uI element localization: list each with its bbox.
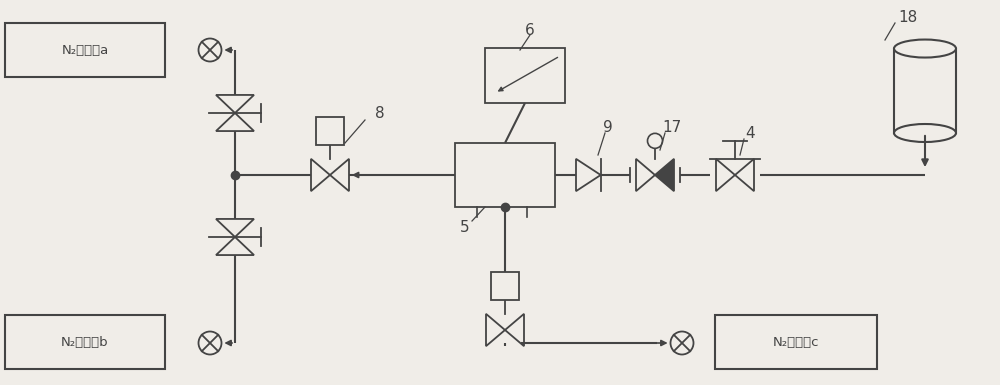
Text: N₂接入点a: N₂接入点a <box>61 44 109 57</box>
Text: 5: 5 <box>460 219 470 234</box>
Polygon shape <box>655 159 674 191</box>
FancyBboxPatch shape <box>894 49 956 133</box>
FancyBboxPatch shape <box>485 48 565 103</box>
FancyBboxPatch shape <box>316 117 344 145</box>
Text: 4: 4 <box>745 126 755 141</box>
FancyBboxPatch shape <box>5 23 165 77</box>
Text: N₂接入点c: N₂接入点c <box>773 335 819 348</box>
Ellipse shape <box>894 124 956 142</box>
FancyBboxPatch shape <box>715 315 877 369</box>
Ellipse shape <box>894 40 956 57</box>
Text: N₂接入点b: N₂接入点b <box>61 335 109 348</box>
FancyBboxPatch shape <box>5 315 165 369</box>
Text: 8: 8 <box>375 105 385 121</box>
FancyBboxPatch shape <box>455 143 555 207</box>
Text: 18: 18 <box>898 10 918 25</box>
Text: 6: 6 <box>525 22 535 37</box>
FancyBboxPatch shape <box>491 272 519 300</box>
Text: 9: 9 <box>603 119 613 134</box>
Text: 17: 17 <box>662 119 682 134</box>
